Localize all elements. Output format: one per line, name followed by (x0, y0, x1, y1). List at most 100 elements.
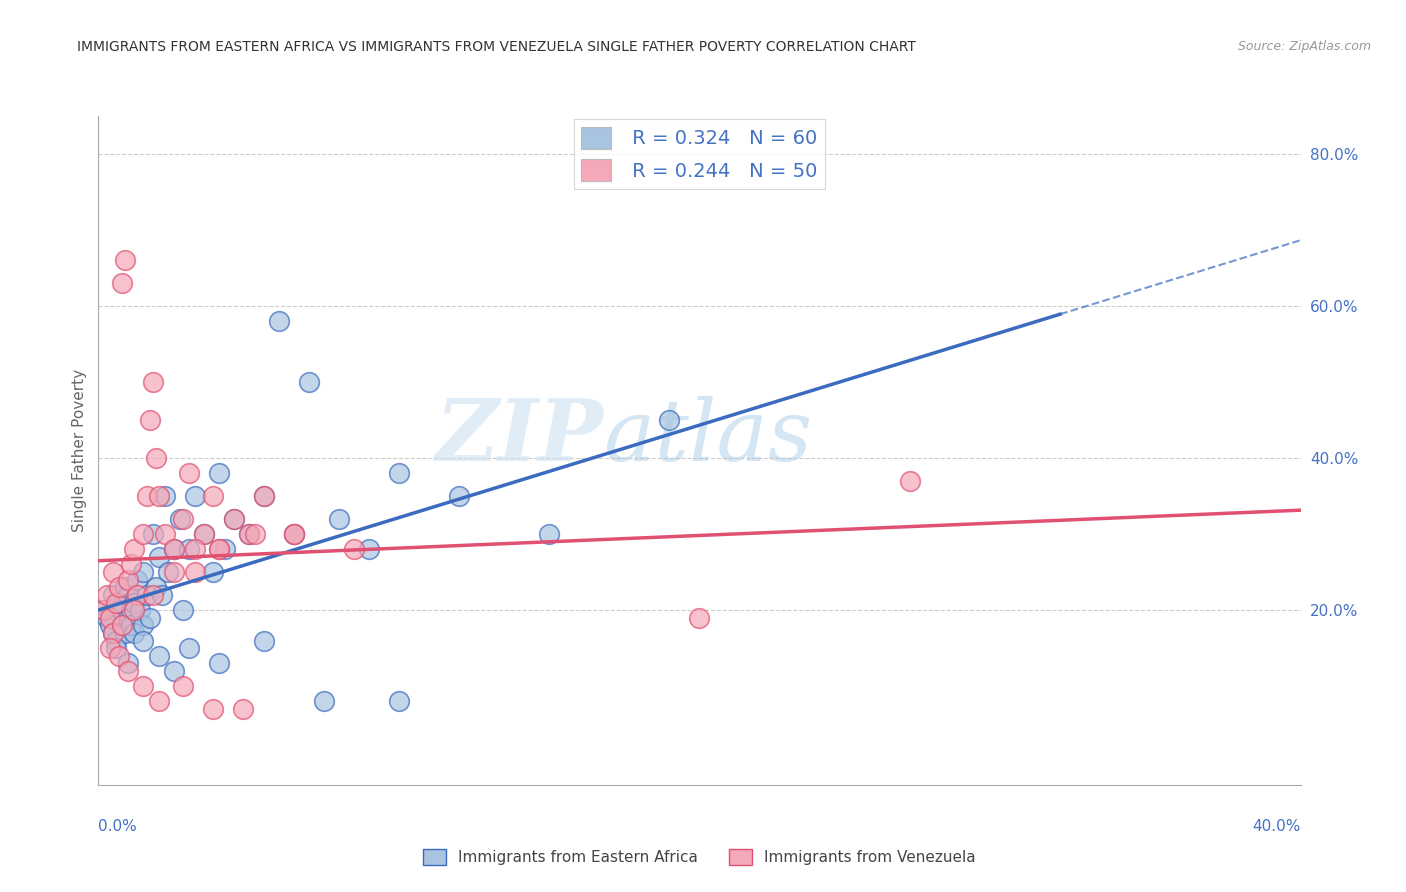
Point (117, 573, 139, 587)
Point (138, 611, 160, 625)
Point (121, 558, 143, 572)
Point (689, 611, 711, 625)
Point (141, 588, 163, 602)
Text: ZIP: ZIP (436, 395, 603, 479)
Point (124, 626, 146, 640)
Point (132, 633, 155, 648)
Point (243, 527, 266, 541)
Point (172, 603, 194, 617)
Point (145, 580, 167, 594)
Point (132, 679, 155, 693)
Point (111, 603, 134, 617)
Point (108, 580, 131, 594)
Point (127, 588, 149, 602)
Point (145, 451, 167, 466)
Point (141, 375, 163, 389)
Point (183, 565, 205, 579)
Point (201, 702, 224, 716)
Point (898, 474, 921, 488)
Point (169, 512, 191, 526)
Point (148, 549, 170, 564)
Point (132, 527, 155, 541)
Point (253, 489, 276, 503)
Point (103, 565, 125, 579)
Point (114, 626, 136, 640)
Point (108, 595, 131, 609)
Point (132, 618, 155, 632)
Point (357, 542, 380, 557)
Point (117, 664, 139, 678)
Point (172, 679, 194, 693)
Point (162, 664, 184, 678)
Point (162, 565, 184, 579)
Point (193, 527, 215, 541)
Point (153, 527, 176, 541)
Point (538, 527, 561, 541)
Point (208, 467, 231, 481)
Point (183, 542, 205, 557)
Point (172, 512, 194, 526)
Point (447, 489, 470, 503)
Point (127, 573, 149, 587)
Point (100, 618, 122, 632)
Point (121, 618, 143, 632)
Point (108, 648, 131, 663)
Point (96, 588, 118, 602)
Point (103, 588, 125, 602)
Point (208, 657, 231, 671)
Text: atlas: atlas (603, 396, 813, 478)
Point (93, 603, 115, 617)
Point (208, 542, 231, 557)
Point (100, 611, 122, 625)
Point (105, 641, 128, 656)
Point (253, 489, 276, 503)
Point (222, 512, 245, 526)
Y-axis label: Single Father Poverty: Single Father Poverty (72, 369, 87, 532)
Text: 0.0%: 0.0% (98, 820, 138, 834)
Legend:  R = 0.324   N = 60,  R = 0.244   N = 50: R = 0.324 N = 60, R = 0.244 N = 50 (574, 119, 825, 189)
Point (222, 512, 245, 526)
Point (283, 527, 305, 541)
Point (124, 542, 146, 557)
Point (177, 467, 200, 481)
Point (177, 542, 200, 557)
Point (103, 626, 125, 640)
Point (153, 489, 176, 503)
Point (135, 489, 157, 503)
Point (117, 588, 139, 602)
Point (283, 527, 305, 541)
Point (283, 527, 305, 541)
Point (117, 611, 139, 625)
Point (214, 542, 236, 557)
Point (253, 633, 276, 648)
Point (111, 618, 134, 632)
Point (138, 413, 160, 427)
Point (129, 603, 152, 617)
Point (388, 694, 411, 708)
Point (312, 694, 335, 708)
Text: IMMIGRANTS FROM EASTERN AFRICA VS IMMIGRANTS FROM VENEZUELA SINGLE FATHER POVERT: IMMIGRANTS FROM EASTERN AFRICA VS IMMIGR… (77, 40, 917, 54)
Point (298, 375, 321, 389)
Point (100, 641, 122, 656)
Point (93, 603, 115, 617)
Point (148, 648, 170, 663)
Point (343, 542, 366, 557)
Point (201, 565, 224, 579)
Point (162, 542, 184, 557)
Point (658, 413, 681, 427)
Point (177, 641, 200, 656)
Point (156, 565, 179, 579)
Point (208, 542, 231, 557)
Point (124, 595, 146, 609)
Point (193, 527, 215, 541)
Point (111, 618, 134, 632)
Point (114, 253, 136, 268)
Point (183, 489, 205, 503)
Point (232, 702, 254, 716)
Point (267, 314, 290, 328)
Point (105, 595, 128, 609)
Point (328, 512, 350, 526)
Point (124, 603, 146, 617)
Point (105, 633, 128, 648)
Point (150, 588, 173, 602)
